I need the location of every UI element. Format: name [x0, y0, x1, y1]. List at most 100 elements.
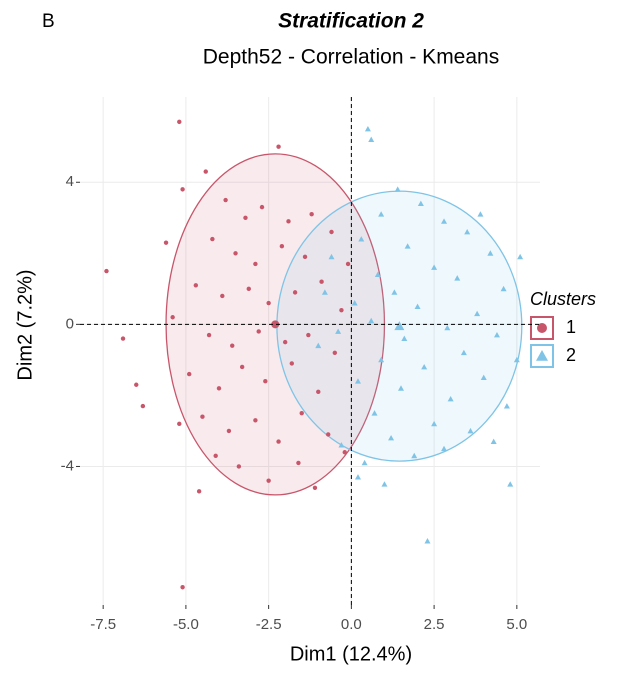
y-tick-label: -4: [61, 457, 74, 474]
point: [361, 459, 368, 466]
point: [328, 253, 335, 260]
point: [414, 303, 421, 309]
point: [163, 240, 169, 245]
point: [417, 200, 424, 206]
point: [394, 186, 401, 192]
point: [276, 439, 281, 444]
point: [233, 251, 238, 256]
point: [364, 125, 371, 132]
point: [226, 428, 232, 434]
cluster-center: [271, 320, 280, 329]
y-axis-title: Dim2 (7.2%): [14, 269, 36, 380]
point: [216, 386, 222, 391]
point: [371, 410, 378, 416]
point: [276, 144, 281, 149]
point: [206, 332, 212, 338]
point: [263, 378, 268, 384]
point: [441, 218, 448, 224]
point: [230, 343, 235, 348]
point: [259, 204, 265, 210]
point: [282, 339, 288, 345]
point: [319, 279, 324, 284]
point: [279, 244, 285, 249]
point: [517, 253, 524, 260]
y-tick-label: 0: [66, 315, 74, 332]
legend-label: 1: [566, 317, 576, 337]
point: [266, 478, 271, 483]
point: [431, 264, 438, 270]
point: [312, 485, 318, 490]
point: [256, 329, 261, 334]
point: [487, 250, 494, 256]
point: [309, 212, 314, 217]
legend-symbol: [537, 323, 547, 333]
point: [335, 328, 342, 334]
x-tick-label: 2.5: [424, 616, 445, 633]
point: [180, 585, 185, 590]
point: [177, 421, 182, 427]
point: [374, 271, 381, 278]
point: [388, 435, 395, 441]
x-axis-title: Dim1 (12.4%): [290, 643, 412, 665]
chart-title: Stratification 2: [278, 10, 424, 33]
point: [447, 395, 454, 402]
point: [354, 378, 361, 384]
point: [196, 489, 202, 494]
point: [401, 335, 408, 341]
point: [326, 432, 331, 437]
point: [243, 215, 248, 220]
point: [213, 453, 218, 458]
point: [378, 356, 385, 363]
y-tick-label: 4: [66, 173, 74, 190]
point: [381, 481, 388, 487]
point: [302, 254, 308, 260]
point: [431, 420, 438, 427]
x-tick-label: 5.0: [506, 616, 527, 633]
point: [223, 197, 228, 203]
point: [480, 374, 487, 381]
point: [239, 364, 245, 370]
point: [368, 136, 375, 143]
point: [404, 243, 411, 249]
x-tick-label: -5.0: [173, 616, 199, 633]
point: [306, 332, 311, 338]
x-tick-label: 0.0: [341, 616, 362, 633]
point: [286, 219, 291, 224]
point: [236, 464, 242, 469]
point: [424, 538, 431, 544]
point: [203, 169, 208, 174]
point: [170, 315, 175, 320]
panel-label: B: [42, 11, 55, 32]
point: [321, 289, 328, 295]
point: [378, 211, 385, 217]
point: [503, 403, 510, 409]
point: [477, 211, 484, 217]
point: [467, 427, 474, 434]
point: [104, 268, 109, 274]
point: [266, 300, 271, 306]
point: [354, 474, 361, 480]
point: [368, 317, 375, 324]
point: [134, 382, 139, 387]
point: [339, 307, 344, 313]
point: [220, 293, 225, 299]
point: [454, 275, 461, 281]
point: [464, 228, 471, 235]
point: [474, 310, 481, 317]
point: [316, 389, 321, 395]
chart-subtitle: Depth52 - Correlation - Kmeans: [203, 46, 499, 69]
point: [411, 452, 418, 459]
point: [329, 229, 334, 235]
cluster-center: [394, 321, 405, 331]
point: [441, 445, 448, 452]
point: [513, 356, 520, 363]
point: [332, 350, 338, 355]
point: [391, 289, 398, 295]
point: [210, 236, 215, 242]
point: [296, 460, 301, 466]
point: [246, 286, 251, 292]
point: [315, 342, 322, 349]
point: [200, 414, 205, 419]
point: [490, 438, 497, 444]
